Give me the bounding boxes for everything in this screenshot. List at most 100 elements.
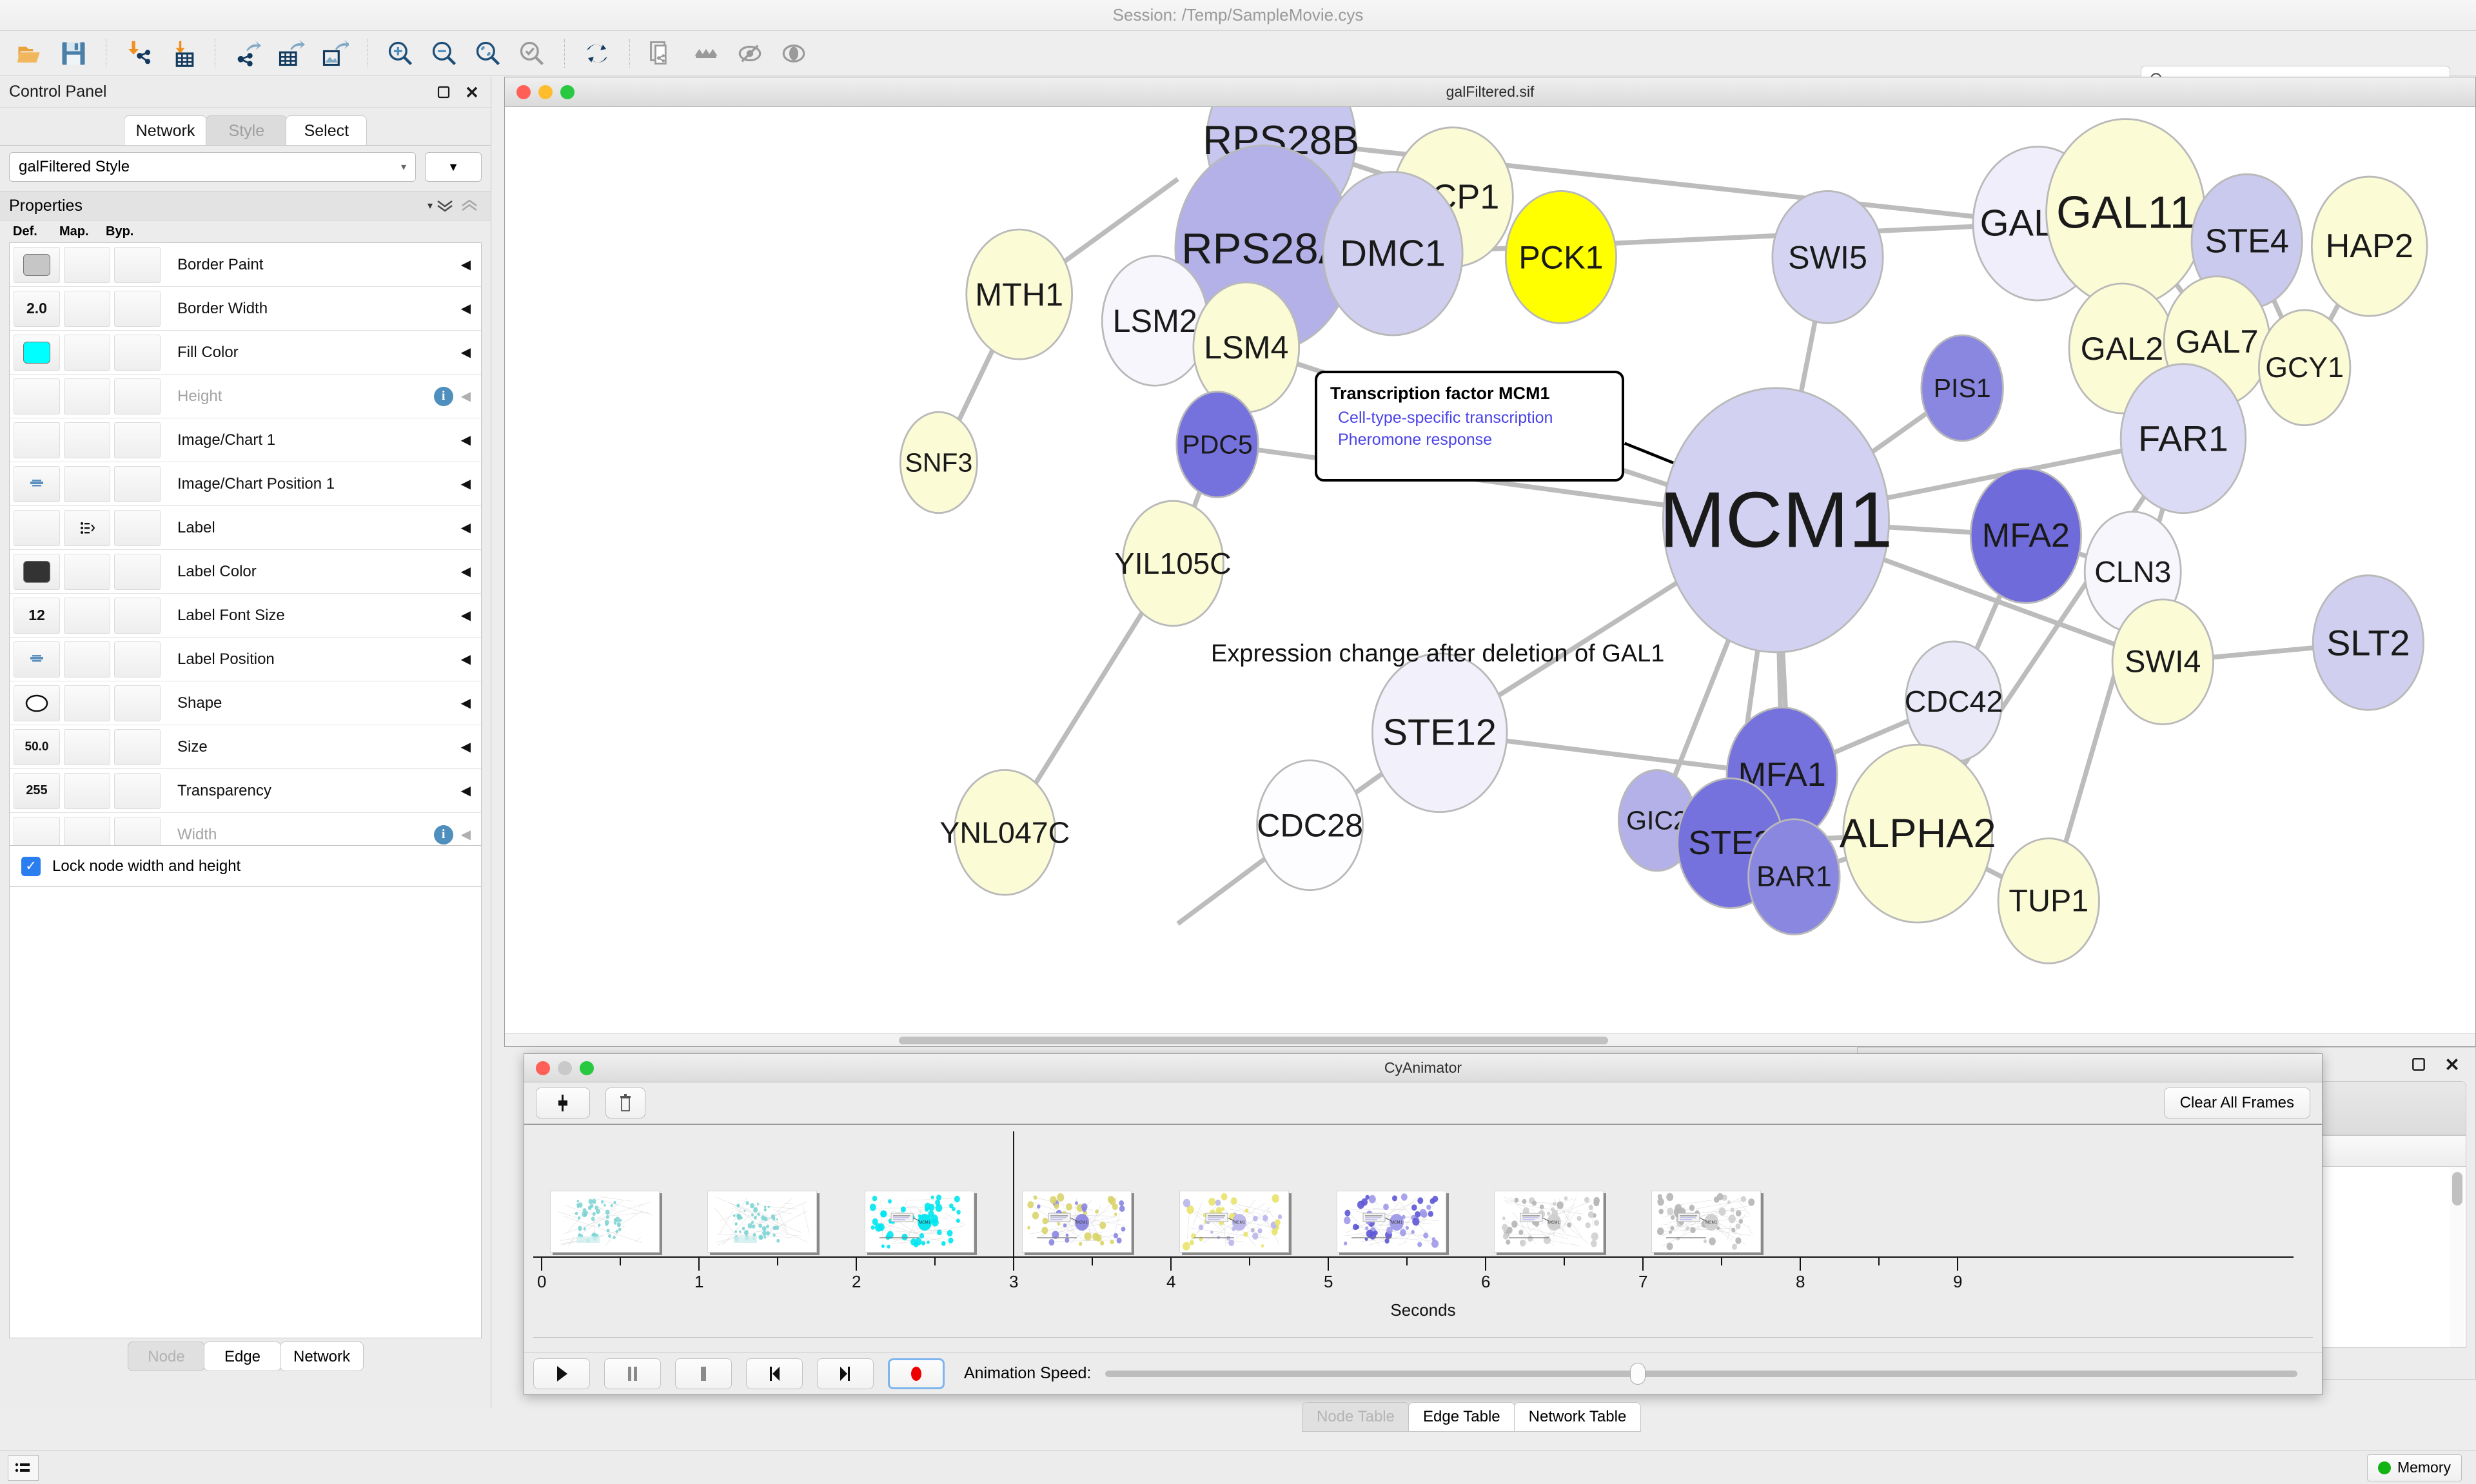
- mapping-cell[interactable]: [64, 597, 110, 634]
- tab-edge-table[interactable]: Edge Table: [1408, 1402, 1515, 1432]
- network-node[interactable]: GCY1: [2257, 309, 2352, 427]
- skip-start-button[interactable]: [746, 1358, 803, 1389]
- network-node[interactable]: DMC1: [1322, 171, 1464, 337]
- property-row-label-color[interactable]: Label Color ◀: [10, 550, 481, 594]
- network-node[interactable]: CDC42: [1905, 640, 2003, 763]
- bypass-cell[interactable]: [114, 553, 161, 590]
- network-node[interactable]: STE4: [2190, 173, 2303, 310]
- maximize-window-button[interactable]: [580, 1060, 594, 1075]
- memory-status-button[interactable]: Memory: [2366, 1454, 2462, 1481]
- zoom-selected-icon[interactable]: [466, 35, 510, 72]
- timeline-frame-thumbnail[interactable]: [550, 1191, 660, 1253]
- expand-all-icon[interactable]: [433, 195, 457, 216]
- mapping-cell[interactable]: [64, 685, 110, 721]
- add-frame-icon[interactable]: [536, 1088, 590, 1118]
- property-row-fill-color[interactable]: Fill Color ◀: [10, 331, 481, 375]
- mapping-cell[interactable]: [64, 509, 110, 546]
- open-folder-icon[interactable]: [8, 35, 52, 72]
- tab-edge[interactable]: Edge: [203, 1342, 281, 1371]
- close-icon[interactable]: [462, 83, 482, 102]
- default-value-cell[interactable]: [14, 685, 60, 721]
- network-node[interactable]: PIS1: [1920, 334, 2004, 442]
- property-row-transparency[interactable]: 255 Transparency ◀: [10, 769, 481, 813]
- show-all-icon[interactable]: [772, 35, 816, 72]
- tab-node-table[interactable]: Node Table: [1302, 1402, 1410, 1432]
- property-row-image-chart-1[interactable]: Image/Chart 1 ◀: [10, 418, 481, 462]
- bypass-cell[interactable]: [114, 641, 161, 678]
- import-network-icon[interactable]: [117, 35, 161, 72]
- scrollbar-thumb[interactable]: [899, 1037, 1609, 1044]
- mapping-cell[interactable]: [64, 290, 110, 327]
- property-row-height[interactable]: Height i ◀: [10, 375, 481, 418]
- network-node[interactable]: CDC28: [1256, 759, 1364, 892]
- mapping-cell[interactable]: [64, 465, 110, 502]
- lock-checkbox[interactable]: ✓: [21, 856, 41, 876]
- expand-arrow-icon[interactable]: ◀: [460, 433, 471, 447]
- default-value-cell[interactable]: [14, 422, 60, 458]
- tab-network-table[interactable]: Network Table: [1513, 1402, 1642, 1432]
- default-value-cell[interactable]: 50.0: [14, 728, 60, 765]
- lock-node-size-row[interactable]: ✓ Lock node width and height: [9, 846, 482, 887]
- network-node[interactable]: SWI4: [2111, 598, 2214, 725]
- network-node[interactable]: MCM1: [1659, 387, 1892, 654]
- clear-all-frames-button[interactable]: Clear All Frames: [2163, 1088, 2310, 1118]
- info-icon[interactable]: i: [433, 386, 453, 406]
- close-window-button[interactable]: [516, 84, 531, 99]
- expand-arrow-icon[interactable]: ◀: [460, 740, 471, 754]
- tab-network-style[interactable]: Network: [279, 1342, 364, 1371]
- default-value-cell[interactable]: 255: [14, 772, 60, 809]
- property-row-shape[interactable]: Shape ◀: [10, 681, 481, 725]
- record-button[interactable]: [888, 1358, 945, 1389]
- mapping-cell[interactable]: [64, 422, 110, 458]
- default-value-cell[interactable]: 12: [14, 597, 60, 634]
- bypass-cell[interactable]: [114, 422, 161, 458]
- save-icon[interactable]: [52, 35, 95, 72]
- trash-icon[interactable]: [605, 1088, 645, 1118]
- refresh-icon[interactable]: [575, 35, 619, 72]
- network-node[interactable]: LSM2: [1101, 255, 1209, 387]
- network-node[interactable]: SWI5: [1771, 190, 1884, 324]
- default-value-cell[interactable]: [14, 641, 60, 678]
- timeline-frame-thumbnail[interactable]: MCM1: [1179, 1191, 1289, 1253]
- network-node[interactable]: FAR1: [2119, 363, 2247, 514]
- bypass-cell[interactable]: [114, 728, 161, 765]
- expand-arrow-icon[interactable]: ◀: [460, 346, 471, 360]
- mapping-cell[interactable]: [64, 246, 110, 283]
- stop-button[interactable]: [675, 1358, 732, 1389]
- node-annotation-box[interactable]: Transcription factor MCM1 Cell-type-spec…: [1315, 371, 1624, 482]
- network-node[interactable]: PDC5: [1175, 391, 1259, 498]
- style-dropdown[interactable]: galFiltered Style ▾: [9, 152, 416, 182]
- zoom-in-icon[interactable]: [378, 35, 422, 72]
- expand-arrow-icon[interactable]: ◀: [460, 565, 471, 579]
- bypass-cell[interactable]: [114, 685, 161, 721]
- skip-end-button[interactable]: [817, 1358, 874, 1389]
- style-options-button[interactable]: ▼: [425, 152, 482, 182]
- import-table-icon[interactable]: [161, 35, 204, 72]
- network-node[interactable]: YNL047C: [939, 768, 1070, 896]
- timeline-frame-thumbnail[interactable]: MCM1: [1022, 1191, 1132, 1253]
- bypass-cell[interactable]: [114, 334, 161, 371]
- bypass-cell[interactable]: [114, 597, 161, 634]
- tab-node[interactable]: Node: [127, 1342, 205, 1371]
- network-node[interactable]: STE12: [1371, 652, 1508, 813]
- bypass-cell[interactable]: [114, 246, 161, 283]
- export-image-icon[interactable]: [313, 35, 357, 72]
- timeline-frame-thumbnail[interactable]: MCM1: [865, 1191, 974, 1253]
- table-vertical-scrollbar[interactable]: [2450, 1167, 2464, 1347]
- maximize-window-button[interactable]: [560, 84, 575, 99]
- bypass-cell[interactable]: [114, 772, 161, 809]
- network-node[interactable]: ALPHA2: [1840, 743, 1996, 924]
- minimize-window-button[interactable]: [558, 1060, 572, 1075]
- play-button[interactable]: [533, 1358, 590, 1389]
- maximize-icon[interactable]: [2408, 1054, 2429, 1075]
- mapping-cell[interactable]: [64, 553, 110, 590]
- pause-button[interactable]: [604, 1358, 661, 1389]
- tab-select[interactable]: Select: [286, 115, 368, 145]
- close-window-button[interactable]: [536, 1060, 550, 1075]
- timeline-frame-thumbnail[interactable]: MCM1: [1494, 1191, 1604, 1253]
- cyanimator-timeline[interactable]: MCM1 MCM1 MCM1 MCM1 MCM1 MCM1 0 1 2 3 4 5 6 7 8 9 Seco…: [533, 1125, 2313, 1338]
- tab-network[interactable]: Network: [123, 115, 208, 145]
- expand-arrow-icon[interactable]: ◀: [460, 477, 471, 491]
- property-row-width[interactable]: Width i ◀: [10, 813, 481, 845]
